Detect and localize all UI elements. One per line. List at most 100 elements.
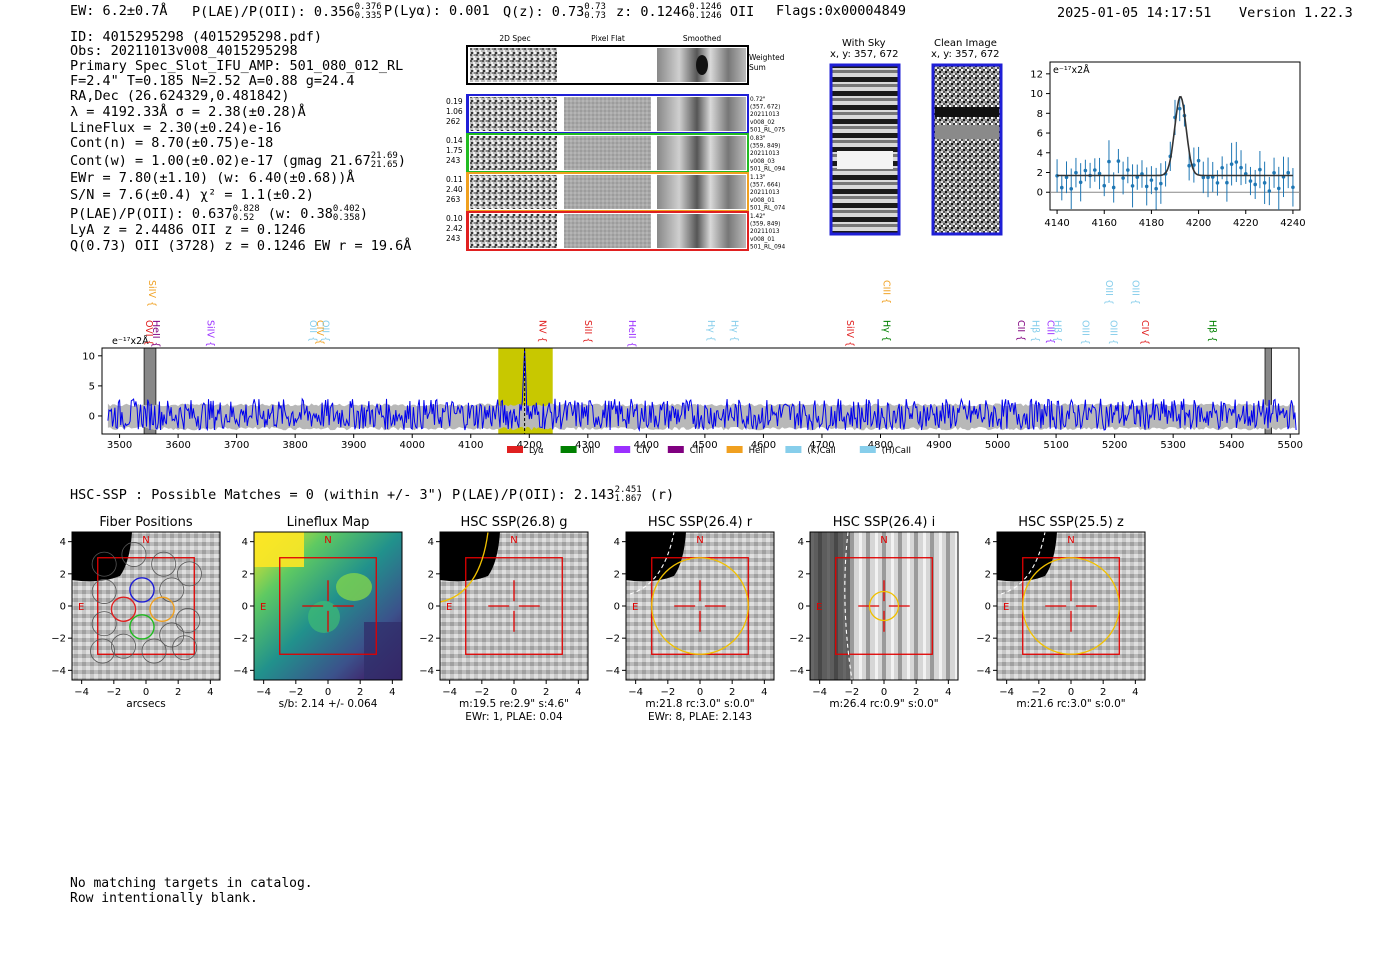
- info-lambda: λ = 4192.33Å σ = 2.38(±0.28)Å: [70, 104, 306, 120]
- hsc-xtick: 2: [543, 687, 549, 698]
- weighted-label: Weighted: [749, 53, 785, 62]
- clean-xy: x, y: 357, 672: [931, 49, 1000, 60]
- hsc-xtick: 4: [945, 687, 951, 698]
- hsc-ytick: 4: [242, 537, 248, 548]
- spectrum-line-label: OIII {: [1129, 280, 1140, 305]
- col-title-flat: Pixel Flat: [591, 34, 625, 43]
- spectrum-xtick: 3900: [341, 440, 366, 451]
- hsc-ytick: 0: [60, 602, 66, 613]
- cutout-flat: [564, 136, 651, 170]
- line-fit-point: [1225, 180, 1229, 185]
- cutout-smooth: [657, 136, 746, 170]
- hsc-east-label: E: [632, 602, 638, 613]
- spectrum-xtick: 4000: [399, 440, 424, 451]
- line-fit-point: [1272, 170, 1276, 175]
- hsc-xtick: −4: [442, 687, 457, 698]
- cutout-right-label: 20211013: [750, 112, 780, 118]
- line-fit-point: [1258, 167, 1262, 172]
- hsc-ytick: −4: [419, 666, 434, 677]
- fiber-circle: [151, 551, 177, 577]
- spectrum-line-label: SiII {: [582, 320, 593, 343]
- hsc-panel-title: Lineflux Map: [287, 515, 370, 530]
- hsc-ytick: 2: [60, 569, 66, 580]
- spectrum-line-label: Hβ {: [1207, 320, 1218, 342]
- line-fit-point: [1220, 165, 1224, 170]
- spectrum-line-label: OII {: [320, 320, 331, 342]
- legend-label: (H)CaII: [882, 446, 911, 456]
- hsc-xtick: −4: [999, 687, 1014, 698]
- line-fit-point: [1093, 168, 1097, 172]
- hsc-panel: Fiber Positions N E −4 −2 0 2 4 4 2 0 −2 −4 arcsecs: [51, 515, 221, 710]
- spectrum-line-label: CIII {: [880, 280, 891, 304]
- legend-swatch: [507, 446, 523, 453]
- cutout-right-label: (357, 672): [750, 105, 780, 111]
- spectrum-line-label: HeII {: [150, 320, 161, 348]
- hsc-ytick: 2: [798, 569, 804, 580]
- line-fit-point: [1126, 168, 1130, 172]
- spectrum-xtick: 3800: [282, 440, 307, 451]
- line-fit-ytick: 6: [1037, 129, 1043, 140]
- line-fit-point: [1286, 170, 1291, 175]
- cutout-left-label: 243: [446, 156, 461, 165]
- hsc-caption: s/b: 2.14 +/- 0.064: [279, 698, 378, 710]
- header-plya: P(Lyα): 0.001: [384, 3, 490, 19]
- header-ew: EW: 6.2±0.7Å: [70, 3, 168, 19]
- line-fit-point: [1267, 189, 1272, 193]
- hsc-xtick: −4: [812, 687, 827, 698]
- cutout-right-label: 501_RL_094: [750, 166, 785, 172]
- hsc-panel-title: HSC SSP(26.4) r: [648, 515, 753, 530]
- spectrum-xtick: 3600: [165, 440, 190, 451]
- cutout-right-label: 0.83": [750, 136, 766, 142]
- hsc-ytick: 2: [614, 569, 620, 580]
- hsc-xtick: 2: [913, 687, 919, 698]
- spectrum-xtick: 4100: [458, 440, 483, 451]
- hsc-ytick: −2: [51, 634, 66, 645]
- legend-swatch: [667, 446, 684, 453]
- hsc-ytick: 4: [614, 537, 620, 548]
- hsc-ytick: 0: [985, 602, 991, 613]
- legend-label: CIV: [636, 446, 650, 456]
- hsc-east-label: E: [1003, 602, 1009, 613]
- spectrum-line-label: Hγ {: [880, 320, 891, 342]
- hsc-source-ellipse: [439, 531, 489, 603]
- cutout-2d: [470, 214, 557, 248]
- with-sky-xy: x, y: 357, 672: [830, 49, 899, 60]
- fiber-circle: [90, 638, 116, 664]
- legend-swatch: [560, 446, 577, 453]
- line-fit-point: [1097, 171, 1102, 176]
- hsc-ytick: −2: [976, 634, 991, 645]
- cutout-right-label: 20211013: [750, 190, 780, 196]
- hsc-ytick: −2: [233, 634, 248, 645]
- spectrum-xtick: 4200: [517, 440, 542, 451]
- cutout-right-label: 501_RL_094: [750, 244, 785, 250]
- line-fit-point: [1111, 185, 1116, 190]
- hsc-caption: m:26.4 rc:0.9" s:0.0": [829, 698, 938, 710]
- hsc-north-label: N: [696, 535, 703, 546]
- cutout-2d: [470, 175, 557, 209]
- line-fit-point: [1069, 186, 1074, 191]
- hsc-ytick: 4: [985, 537, 991, 548]
- info-primary: Primary Spec_Slot_IFU_AMP: 501_080_012_R…: [70, 58, 404, 74]
- fiber-circle: [129, 614, 155, 640]
- hsc-xtick: 0: [511, 687, 517, 698]
- cutout-flat: [564, 214, 651, 248]
- line-fit-xtick: 4140: [1044, 218, 1069, 229]
- hsc-panel-title: HSC SSP(25.5) z: [1018, 515, 1124, 530]
- spectrum-line-label: CIV {: [1139, 320, 1150, 345]
- hsc-aperture-box: [279, 557, 377, 655]
- hsc-caption: m:21.6 rc:3.0" s:0.0": [1016, 698, 1125, 710]
- line-fit-ytick: 2: [1037, 168, 1043, 179]
- line-fit-point: [1215, 181, 1220, 185]
- legend-swatch: [726, 446, 743, 453]
- spectrum-xtick: 5200: [1102, 440, 1127, 451]
- spectrum-xtick: 4300: [575, 440, 600, 451]
- hsc-east-label: E: [78, 602, 84, 613]
- hsc-xtick: 0: [1068, 687, 1074, 698]
- hsc-caption: arcsecs: [126, 698, 165, 710]
- line-fit-xtick: 4240: [1280, 218, 1305, 229]
- line-fit-point: [1187, 163, 1191, 168]
- hsc-ytick: 2: [985, 569, 991, 580]
- hsc-ytick: −2: [605, 634, 620, 645]
